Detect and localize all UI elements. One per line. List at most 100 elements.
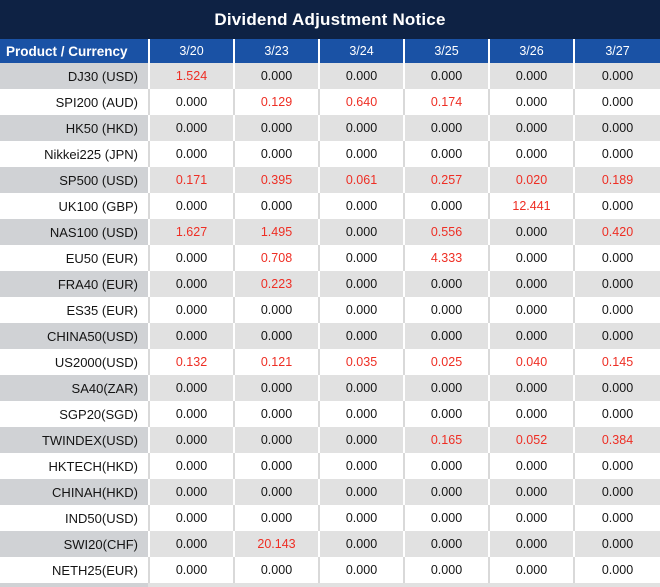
- dividend-value-cell: 0.000: [403, 401, 488, 427]
- dividend-value-cell: 0.000: [488, 115, 573, 141]
- table-row: SPI200 (AUD) 0.000 0.129 0.640 0.174 0.000 0.0…: [0, 89, 660, 115]
- dividend-value-cell: 0.000: [148, 141, 233, 167]
- dividend-value-cell: 0.000: [318, 479, 403, 505]
- dividend-value-cell: 0.000: [403, 193, 488, 219]
- table-row: HKTECH(HKD) 0.000 0.000 0.000 0.000 0.000 0.00…: [0, 453, 660, 479]
- product-cell: SGP20(SGD): [0, 401, 148, 427]
- column-header-date-2: 3/23: [233, 39, 318, 63]
- dividend-value-cell: 0.000: [233, 141, 318, 167]
- dividend-value-cell: 20.143: [233, 531, 318, 557]
- dividend-value-cell: 0.000: [318, 505, 403, 531]
- product-cell: TWINDEX(USD): [0, 427, 148, 453]
- dividend-value-cell: 0.000: [403, 271, 488, 297]
- dividend-value-cell: 0.000: [488, 63, 573, 89]
- dividend-value-cell: 0.000: [403, 453, 488, 479]
- dividend-value-cell: 0.000: [148, 401, 233, 427]
- cutoff-value-cells: [148, 583, 660, 587]
- dividend-value-cell: 0.000: [148, 479, 233, 505]
- dividend-value-cell: 0.000: [318, 531, 403, 557]
- dividend-value-cell: 0.000: [318, 219, 403, 245]
- cutoff-next-row: [0, 583, 660, 587]
- table-row: NETH25(EUR) 0.000 0.000 0.000 0.000 0.000 0.00…: [0, 557, 660, 583]
- dividend-value-cell: 0.000: [148, 323, 233, 349]
- dividend-value-cell: 0.000: [573, 115, 660, 141]
- dividend-value-cell: 0.000: [573, 531, 660, 557]
- dividend-value-cell: 1.524: [148, 63, 233, 89]
- dividend-value-cell: 0.000: [403, 531, 488, 557]
- column-header-date-1: 3/20: [148, 39, 233, 63]
- dividend-value-cell: 0.000: [148, 89, 233, 115]
- table-row: FRA40 (EUR) 0.000 0.223 0.000 0.000 0.000 0.00…: [0, 271, 660, 297]
- dividend-value-cell: 0.000: [233, 323, 318, 349]
- dividend-value-cell: 0.000: [318, 297, 403, 323]
- dividend-value-cell: 0.000: [233, 375, 318, 401]
- table-row: SA40(ZAR) 0.000 0.000 0.000 0.000 0.000 0.000: [0, 375, 660, 401]
- dividend-value-cell: 0.000: [233, 505, 318, 531]
- dividend-value-cell: 0.000: [318, 427, 403, 453]
- dividend-value-cell: 12.441: [488, 193, 573, 219]
- dividend-value-cell: 0.000: [233, 63, 318, 89]
- product-cell: ES35 (EUR): [0, 297, 148, 323]
- dividend-value-cell: 0.000: [318, 141, 403, 167]
- dividend-value-cell: 0.000: [148, 115, 233, 141]
- dividend-value-cell: 0.000: [573, 375, 660, 401]
- dividend-value-cell: 0.000: [148, 531, 233, 557]
- dividend-value-cell: 0.000: [148, 193, 233, 219]
- dividend-value-cell: 0.000: [573, 271, 660, 297]
- dividend-value-cell: 0.640: [318, 89, 403, 115]
- table-row: CHINAH(HKD) 0.000 0.000 0.000 0.000 0.000 0.00…: [0, 479, 660, 505]
- dividend-value-cell: 0.257: [403, 167, 488, 193]
- dividend-value-cell: 0.000: [148, 427, 233, 453]
- dividend-value-cell: 0.000: [488, 323, 573, 349]
- dividend-value-cell: 1.495: [233, 219, 318, 245]
- table-row: ES35 (EUR) 0.000 0.000 0.000 0.000 0.000 0.000: [0, 297, 660, 323]
- product-cell: SWI20(CHF): [0, 531, 148, 557]
- dividend-value-cell: 0.000: [573, 401, 660, 427]
- dividend-value-cell: 0.020: [488, 167, 573, 193]
- dividend-value-cell: 0.000: [403, 479, 488, 505]
- dividend-value-cell: 0.129: [233, 89, 318, 115]
- dividend-value-cell: 0.000: [148, 505, 233, 531]
- dividend-value-cell: 0.000: [488, 557, 573, 583]
- dividend-value-cell: 0.000: [318, 453, 403, 479]
- dividend-value-cell: 0.000: [488, 531, 573, 557]
- dividend-value-cell: 0.000: [148, 271, 233, 297]
- dividend-value-cell: 0.025: [403, 349, 488, 375]
- product-cell: SPI200 (AUD): [0, 89, 148, 115]
- dividend-value-cell: 0.000: [403, 115, 488, 141]
- dividend-value-cell: 0.000: [403, 557, 488, 583]
- column-header-product-currency: Product / Currency: [6, 43, 128, 59]
- dividend-value-cell: 0.000: [573, 505, 660, 531]
- dividend-value-cell: 0.000: [403, 505, 488, 531]
- product-cell: SP500 (USD): [0, 167, 148, 193]
- dividend-value-cell: 4.333: [403, 245, 488, 271]
- dividend-value-cell: 0.000: [233, 557, 318, 583]
- dividend-value-cell: 0.165: [403, 427, 488, 453]
- dividend-value-cell: 0.000: [573, 63, 660, 89]
- table-row: SP500 (USD) 0.171 0.395 0.061 0.257 0.020 0.18…: [0, 167, 660, 193]
- table-row: NAS100 (USD) 1.627 1.495 0.000 0.556 0.000 0.4…: [0, 219, 660, 245]
- dividend-value-cell: 0.174: [403, 89, 488, 115]
- dividend-value-cell: 0.000: [403, 63, 488, 89]
- dividend-value-cell: 0.000: [318, 557, 403, 583]
- dividend-value-cell: 0.223: [233, 271, 318, 297]
- dividend-value-cell: 0.000: [488, 479, 573, 505]
- table-row: UK100 (GBP) 0.000 0.000 0.000 0.000 12.441 0.0…: [0, 193, 660, 219]
- dividend-value-cell: 0.000: [318, 245, 403, 271]
- dividend-value-cell: 0.000: [488, 297, 573, 323]
- dividend-value-cell: 0.556: [403, 219, 488, 245]
- dividend-value-cell: 0.000: [573, 297, 660, 323]
- dividend-value-cell: 0.000: [573, 323, 660, 349]
- dividend-value-cell: 0.000: [318, 115, 403, 141]
- table-row: CHINA50(USD) 0.000 0.000 0.000 0.000 0.000 0.0…: [0, 323, 660, 349]
- product-cell: Nikkei225 (JPN): [0, 141, 148, 167]
- dividend-value-cell: 0.000: [573, 479, 660, 505]
- table-header-row: Product / Currency 3/20 3/23 3/24 3/25 3…: [0, 39, 660, 63]
- table-row: DJ30 (USD) 1.524 0.000 0.000 0.000 0.000 0.000: [0, 63, 660, 89]
- table-row: SGP20(SGD) 0.000 0.000 0.000 0.000 0.000 0.000: [0, 401, 660, 427]
- dividend-value-cell: 0.000: [233, 297, 318, 323]
- dividend-value-cell: 0.000: [488, 271, 573, 297]
- dividend-value-cell: 0.000: [318, 323, 403, 349]
- dividend-value-cell: 0.052: [488, 427, 573, 453]
